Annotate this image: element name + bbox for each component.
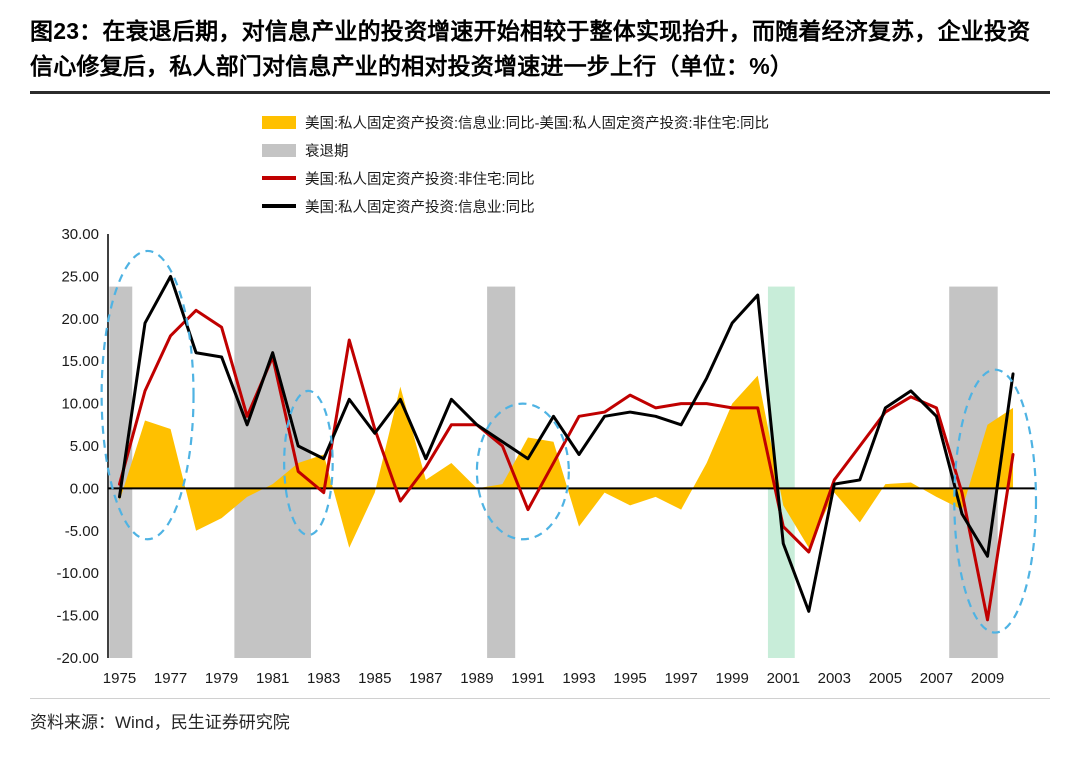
figure-header: 图23：在衰退后期，对信息产业的投资增速开始相较于整体实现抬升，而随着经济复苏，… bbox=[30, 14, 1050, 94]
legend-label: 美国:私人固定资产投资:非住宅:同比 bbox=[305, 171, 535, 188]
chart-svg: 30.00 25.00 20.00 15.00 10.00 5.00 0.00 -5.00 -1… bbox=[56, 226, 1038, 687]
legend-item: 衰退期 bbox=[262, 136, 1050, 164]
x-tick-label: 1999 bbox=[716, 670, 749, 687]
legend-swatch-band bbox=[262, 143, 296, 157]
source-text: 资料来源：Wind，民生证券研究院 bbox=[30, 713, 290, 732]
x-tick-label: 1995 bbox=[613, 670, 646, 687]
y-tick-label: -10.00 bbox=[56, 565, 99, 582]
chart-area: 30.00 25.00 20.00 15.00 10.00 5.00 0.00 -5.00 -1… bbox=[30, 222, 1050, 692]
x-tick-label: 1997 bbox=[664, 670, 697, 687]
annotation-ellipse bbox=[475, 402, 570, 541]
x-tick-label: 2007 bbox=[920, 670, 953, 687]
legend-label: 美国:私人固定资产投资:信息业:同比 bbox=[305, 199, 535, 216]
legend-swatch-line bbox=[262, 176, 296, 180]
x-tick-label: 1993 bbox=[562, 670, 595, 687]
x-tick-label: 1981 bbox=[256, 670, 289, 687]
y-tick-label: -15.00 bbox=[56, 608, 99, 625]
x-tick-label: 2001 bbox=[767, 670, 800, 687]
x-tick-label: 1979 bbox=[205, 670, 238, 687]
y-tick-label: 30.00 bbox=[61, 226, 99, 243]
x-tick-label: 1985 bbox=[358, 670, 391, 687]
x-tick-label: 1987 bbox=[409, 670, 442, 687]
chart-legend: 美国:私人固定资产投资:信息业:同比-美国:私人固定资产投资:非住宅:同比 衰退期… bbox=[262, 108, 1050, 220]
legend-item: 美国:私人固定资产投资:非住宅:同比 bbox=[262, 164, 1050, 192]
figure-footer: 资料来源：Wind，民生证券研究院 bbox=[30, 698, 1050, 733]
spread-area bbox=[119, 375, 1014, 548]
y-tick-label: 25.00 bbox=[61, 268, 99, 285]
x-tick-label: 2005 bbox=[869, 670, 902, 687]
y-tick-label: 10.00 bbox=[61, 396, 99, 413]
legend-label: 衰退期 bbox=[305, 143, 349, 160]
x-tick-label: 1989 bbox=[460, 670, 493, 687]
x-tick-label: 2003 bbox=[818, 670, 851, 687]
y-tick-label: 20.00 bbox=[61, 311, 99, 328]
x-tick-label: 1975 bbox=[103, 670, 136, 687]
y-tick-label: 0.00 bbox=[70, 480, 99, 497]
x-tick-label: 1977 bbox=[154, 670, 187, 687]
annotation-ellipse bbox=[283, 389, 334, 537]
legend-item: 美国:私人固定资产投资:信息业:同比 bbox=[262, 192, 1050, 220]
legend-swatch-line bbox=[262, 204, 296, 208]
figure-title: 图23：在衰退后期，对信息产业的投资增速开始相较于整体实现抬升，而随着经济复苏，… bbox=[30, 18, 1031, 79]
recession-band bbox=[109, 286, 133, 658]
information-line bbox=[117, 274, 1015, 613]
y-tick-label: 15.00 bbox=[61, 353, 99, 370]
legend-item: 美国:私人固定资产投资:信息业:同比-美国:私人固定资产投资:非住宅:同比 bbox=[262, 108, 1050, 136]
y-tick-label: -5.00 bbox=[65, 523, 99, 540]
annotation-ellipse bbox=[100, 249, 195, 541]
x-tick-label: 1983 bbox=[307, 670, 340, 687]
annotation-ellipse bbox=[953, 368, 1038, 634]
x-tick-label: 2009 bbox=[971, 670, 1004, 687]
legend-label: 美国:私人固定资产投资:信息业:同比-美国:私人固定资产投资:非住宅:同比 bbox=[305, 115, 769, 132]
y-tick-label: -20.00 bbox=[56, 650, 99, 667]
title-divider bbox=[30, 91, 1050, 94]
legend-swatch-area bbox=[262, 115, 296, 129]
y-tick-label: 5.00 bbox=[70, 438, 99, 455]
x-tick-label: 1991 bbox=[511, 670, 544, 687]
footer-divider bbox=[30, 698, 1050, 699]
